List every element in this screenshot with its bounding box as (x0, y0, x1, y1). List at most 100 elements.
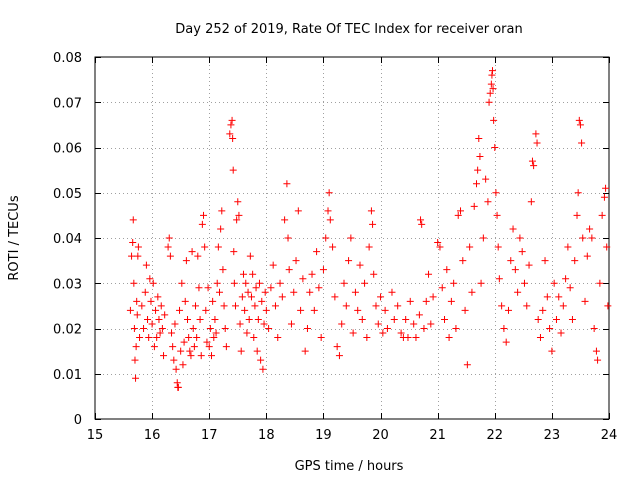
data-point (388, 288, 396, 296)
data-point (493, 211, 501, 219)
data-point (329, 243, 337, 251)
data-point (196, 315, 204, 323)
data-point (487, 80, 495, 88)
x-tick-label: 21 (429, 428, 446, 443)
data-point (253, 347, 261, 355)
data-point (345, 257, 353, 265)
data-point (598, 211, 606, 219)
data-points (126, 67, 612, 391)
data-point (571, 257, 579, 265)
data-point (285, 266, 293, 274)
data-point (195, 284, 203, 292)
data-point (226, 130, 234, 138)
data-point (184, 315, 192, 323)
data-point (181, 297, 189, 305)
data-point (258, 297, 266, 305)
data-point (410, 320, 418, 328)
data-point (390, 315, 398, 323)
data-point (200, 211, 208, 219)
data-point (130, 279, 138, 287)
data-point (573, 211, 581, 219)
data-point (178, 279, 186, 287)
data-point (404, 334, 412, 342)
data-point (171, 320, 179, 328)
data-point (180, 338, 188, 346)
data-point (206, 325, 214, 332)
data-point (182, 257, 190, 265)
data-point (425, 270, 433, 278)
data-point (230, 279, 238, 287)
data-point (157, 302, 165, 310)
data-point (172, 365, 180, 373)
data-point (397, 329, 405, 337)
data-point (148, 320, 156, 328)
data-point (370, 270, 378, 278)
data-point (340, 279, 348, 287)
data-point (427, 320, 435, 328)
data-point (128, 252, 136, 260)
data-point (326, 216, 334, 224)
data-point (244, 288, 252, 296)
data-point (466, 243, 474, 251)
data-point (528, 157, 536, 165)
data-point (209, 297, 217, 305)
data-point (239, 270, 247, 278)
data-point (543, 293, 551, 301)
data-point (441, 315, 449, 323)
data-point (187, 352, 195, 360)
data-point (579, 234, 587, 242)
data-point (575, 116, 583, 124)
data-point (131, 356, 139, 364)
data-point (245, 315, 253, 323)
data-point (491, 144, 499, 151)
data-point (492, 189, 500, 197)
data-point (149, 279, 157, 287)
data-point (214, 243, 222, 251)
data-point (219, 266, 227, 274)
data-point (516, 234, 524, 242)
data-point (502, 338, 510, 346)
data-point (417, 216, 425, 224)
data-point (154, 293, 162, 301)
data-point (581, 297, 589, 305)
data-point (257, 356, 265, 364)
data-point (274, 334, 282, 342)
data-point (534, 315, 542, 323)
data-point (134, 243, 142, 251)
data-point (203, 338, 211, 346)
data-point (176, 306, 184, 314)
data-point (130, 325, 138, 332)
data-point (155, 315, 163, 323)
data-point (541, 257, 549, 265)
data-point (500, 325, 508, 332)
data-point (169, 343, 177, 351)
data-point (218, 207, 226, 215)
y-axis-label: ROTI / TECUs (7, 195, 22, 280)
data-point (374, 320, 382, 328)
data-point (189, 325, 197, 332)
data-point (201, 243, 209, 251)
data-point (140, 325, 148, 332)
data-point (238, 293, 246, 301)
data-point (372, 302, 380, 310)
data-point (146, 275, 154, 283)
data-point (482, 175, 490, 183)
data-point (231, 302, 239, 310)
data-point (233, 216, 241, 224)
data-point (452, 325, 460, 332)
data-point (461, 306, 469, 314)
data-point (498, 302, 506, 310)
data-point (267, 284, 275, 292)
data-point (509, 225, 517, 233)
x-tick-label: 15 (87, 428, 104, 443)
data-point (247, 293, 255, 301)
data-point (476, 153, 484, 161)
data-point (596, 279, 604, 287)
data-point (518, 248, 526, 256)
data-point (602, 184, 610, 192)
data-point (287, 320, 295, 328)
data-point (211, 315, 219, 323)
data-point (324, 207, 332, 215)
data-point (153, 334, 161, 342)
